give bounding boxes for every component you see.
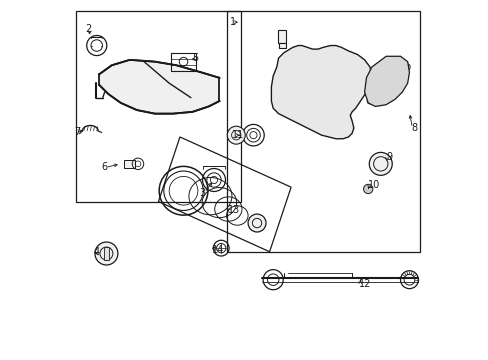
Text: 9: 9	[386, 152, 391, 162]
Text: 14: 14	[212, 245, 224, 255]
Bar	[277, 30, 286, 43]
Bar	[124, 159, 135, 168]
Text: 2: 2	[85, 24, 91, 35]
Polygon shape	[364, 56, 408, 107]
Circle shape	[227, 126, 244, 144]
Bar	[76, 12, 241, 202]
Circle shape	[363, 184, 372, 194]
Circle shape	[368, 152, 391, 175]
Bar	[171, 53, 196, 71]
Text: 1: 1	[230, 17, 236, 27]
Text: 10: 10	[367, 180, 380, 190]
Text: 12: 12	[359, 279, 371, 289]
Text: 7: 7	[74, 127, 80, 136]
Text: 13: 13	[228, 206, 240, 216]
Bar	[226, 12, 419, 252]
Circle shape	[95, 242, 118, 265]
Bar	[103, 247, 109, 260]
Circle shape	[247, 214, 265, 232]
Text: 3: 3	[199, 188, 205, 198]
Text: 5: 5	[192, 53, 198, 63]
Text: 4: 4	[94, 247, 100, 257]
Text: 8: 8	[410, 123, 417, 133]
Bar	[278, 43, 285, 48]
Polygon shape	[271, 45, 371, 139]
Text: 11: 11	[231, 130, 244, 140]
Polygon shape	[99, 60, 219, 114]
Text: 6: 6	[101, 162, 107, 172]
